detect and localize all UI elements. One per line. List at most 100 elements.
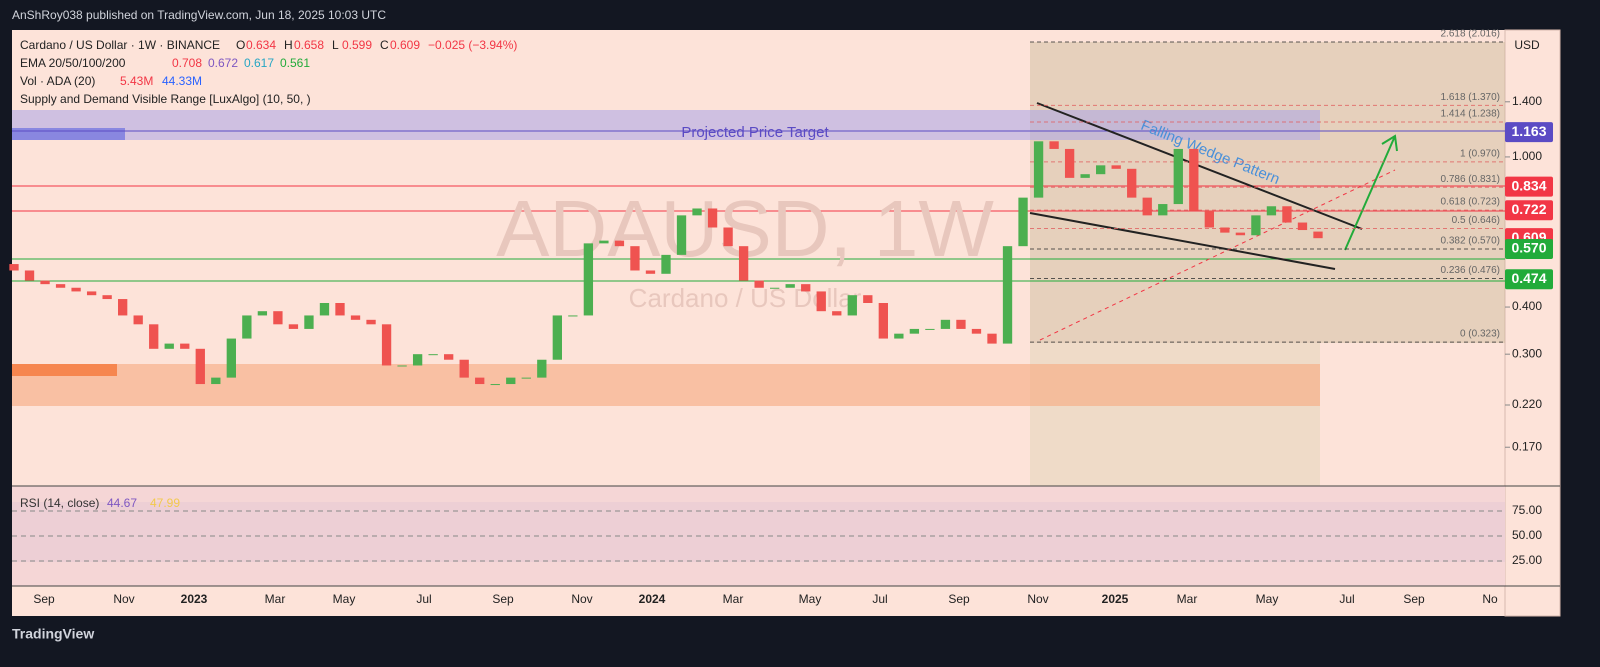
x-tick-label: Jul: [872, 592, 887, 606]
x-tick-label: Mar: [1177, 592, 1198, 606]
candle-body: [723, 227, 733, 247]
candle-body: [909, 328, 920, 334]
candle-body: [661, 254, 671, 274]
candle-body: [801, 284, 811, 292]
candle-body: [614, 240, 625, 247]
candle-body: [9, 264, 19, 271]
indicator: Supply and Demand Visible Range [LuxAlgo…: [20, 92, 311, 106]
ema-name: EMA 20/50/100/200: [20, 56, 126, 70]
rsi-ma-value: 47.99: [150, 496, 180, 510]
x-tick-label: Mar: [265, 592, 286, 606]
x-tick-label: Sep: [1403, 592, 1425, 606]
candle-body: [381, 324, 392, 366]
candle-body: [40, 280, 50, 285]
x-tick-label: Sep: [948, 592, 970, 606]
currency: USD: [1514, 38, 1540, 52]
candle-body: [1220, 227, 1230, 233]
candle-body: [1189, 148, 1199, 211]
change: −0.025 (−3.94%): [428, 38, 517, 52]
candle-body: [1313, 231, 1323, 239]
candle-body: [583, 243, 594, 316]
rsi-tick-label: 25.00: [1512, 553, 1542, 567]
price-tag: [1505, 122, 1553, 143]
y-tick-label: 0.220: [1512, 397, 1542, 411]
ohlc-label: C: [380, 38, 389, 52]
candle-body: [537, 359, 547, 378]
wedge-upper: [1036, 102, 1363, 230]
candle-body: [195, 348, 205, 385]
candle-body: [86, 291, 97, 296]
candle-body: [242, 315, 252, 339]
demand-zone: [12, 364, 1320, 406]
fib-label: 0.236 (0.476): [1441, 265, 1501, 276]
candle-body: [180, 343, 190, 349]
candle-body: [1127, 168, 1137, 198]
fib-label: 0 (0.323): [1460, 329, 1500, 340]
candle-body: [738, 246, 749, 281]
x-tick-label: Nov: [113, 592, 134, 606]
candle-body: [149, 324, 159, 349]
candle-body: [770, 287, 780, 289]
candle-body: [1111, 165, 1121, 169]
publisher: AnShRoy038 published on TradingView.com,…: [12, 8, 386, 22]
fib-label: 0.382 (0.570): [1441, 236, 1501, 247]
x-tick-label: Jul: [1339, 592, 1354, 606]
candle-body: [506, 377, 516, 385]
target-label: Projected Price Target: [681, 124, 829, 141]
x-tick-label: Jul: [416, 592, 431, 606]
candle-body: [1080, 174, 1090, 178]
x-tick-label: 2023: [181, 592, 208, 606]
candle-body: [459, 359, 469, 378]
ohlc-label: L: [332, 38, 339, 52]
candle-body: [692, 208, 702, 216]
candle-body: [1266, 206, 1277, 216]
candle-body: [1096, 165, 1106, 175]
ohlc-label: O: [236, 38, 245, 52]
fib-label: 1 (0.970): [1460, 149, 1500, 160]
candle-body: [676, 215, 687, 255]
y-tick-label: 1.000: [1512, 149, 1542, 163]
candle-body: [428, 354, 438, 356]
candle-body: [925, 328, 935, 330]
candle-body: [878, 303, 888, 339]
candle-body: [1002, 246, 1013, 344]
supply-zone-marker: [12, 128, 125, 140]
arrow-head: [1381, 134, 1398, 152]
fib-label: 0.618 (0.723): [1441, 197, 1501, 208]
candle-body: [630, 246, 640, 271]
demand-zone-marker: [12, 364, 117, 376]
x-tick-label: May: [799, 592, 822, 606]
candle-body: [319, 303, 330, 316]
candle-body: [164, 343, 174, 349]
candle-body: [71, 287, 81, 292]
candle-body: [1033, 141, 1044, 198]
candle-body: [1251, 215, 1261, 236]
y-tick-label: 0.300: [1512, 346, 1542, 360]
candle-body: [490, 384, 500, 386]
candle-body: [24, 270, 35, 281]
watermark-sub: Cardano / US Dollar: [629, 283, 862, 313]
candle-body: [304, 315, 314, 329]
price-tag-label: 0.834: [1511, 177, 1546, 193]
candle-body: [645, 270, 656, 274]
x-tick-label: 2024: [639, 592, 666, 606]
price-tag: [1505, 176, 1553, 197]
candle-body: [987, 333, 997, 344]
candle-body: [133, 315, 143, 325]
candle-body: [568, 315, 578, 317]
ema-value: 0.672: [208, 56, 238, 70]
symbol: Cardano / US Dollar · 1W · BINANCE: [20, 38, 220, 52]
candle-body: [956, 319, 966, 329]
ohlc-value: 0.599: [342, 38, 372, 52]
wedge-lower: [1029, 212, 1336, 270]
fib-label: 1.618 (1.370): [1441, 92, 1501, 103]
candle-body: [118, 299, 128, 316]
candle-body: [350, 315, 361, 320]
ohlc-label: H: [284, 38, 293, 52]
candle-body: [1064, 148, 1075, 178]
x-tick-label: Mar: [723, 592, 744, 606]
candle-body: [102, 295, 112, 300]
candle-body: [599, 240, 609, 244]
fib-label: 2.618 (2.016): [1441, 29, 1501, 40]
